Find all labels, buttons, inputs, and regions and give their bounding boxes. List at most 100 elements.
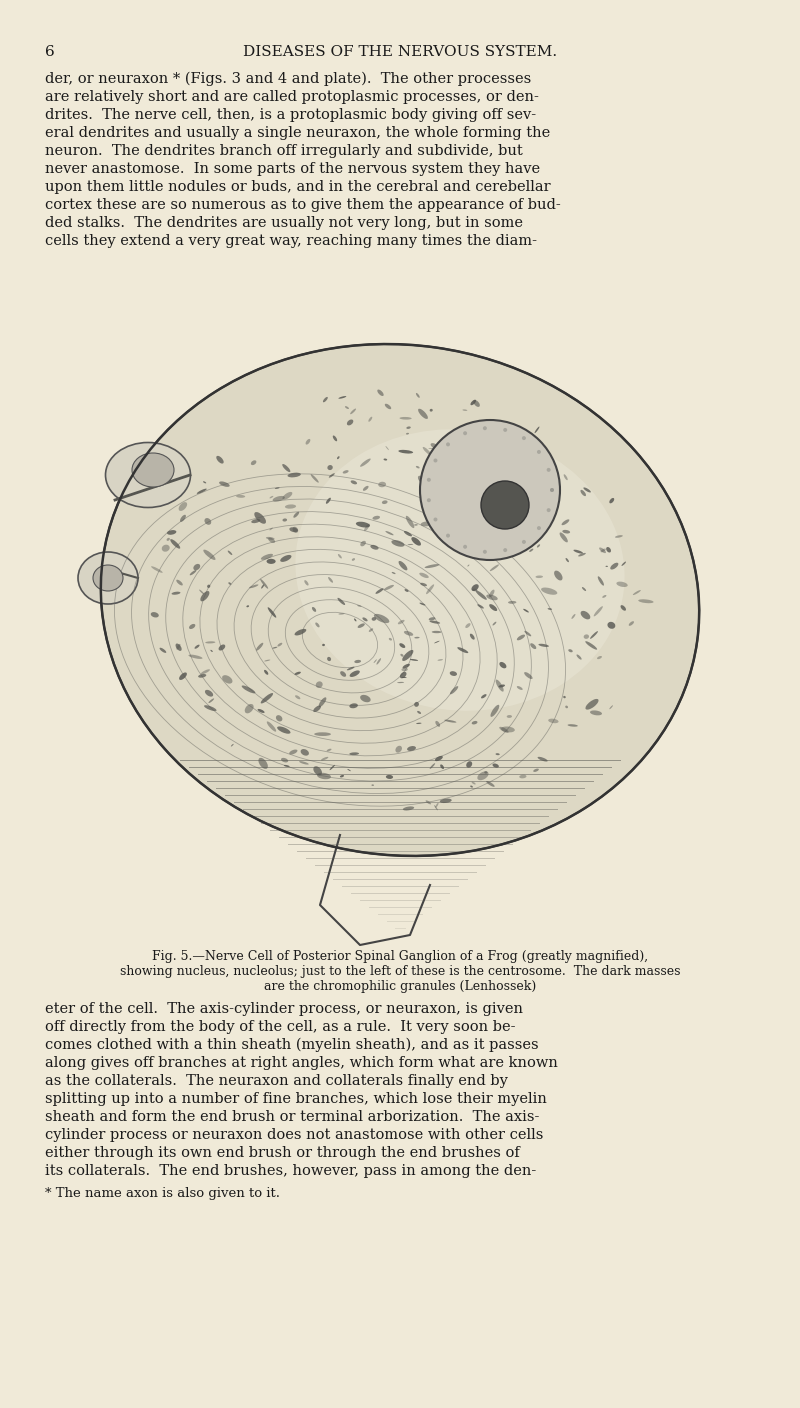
Ellipse shape [266,536,274,539]
Ellipse shape [621,605,626,611]
Ellipse shape [402,663,410,669]
Ellipse shape [546,467,550,472]
Ellipse shape [503,545,516,552]
Text: der, or neuraxon * (Figs. 3 and 4 and plate).  The other processes: der, or neuraxon * (Figs. 3 and 4 and pl… [45,72,531,86]
Text: 6: 6 [45,45,54,59]
Ellipse shape [511,538,520,551]
Ellipse shape [542,467,549,474]
Ellipse shape [483,427,487,431]
Ellipse shape [597,656,602,659]
Ellipse shape [633,590,641,596]
Ellipse shape [406,515,414,528]
Ellipse shape [414,524,418,525]
Ellipse shape [264,670,268,674]
Ellipse shape [406,432,409,435]
Ellipse shape [414,703,419,707]
Ellipse shape [132,453,174,487]
Text: showing nucleus, nucleolus; just to the left of these is the centrosome.  The da: showing nucleus, nucleolus; just to the … [120,964,680,979]
Ellipse shape [326,749,331,752]
Ellipse shape [484,772,487,773]
Ellipse shape [404,631,414,636]
Ellipse shape [373,515,380,520]
Ellipse shape [400,653,403,656]
Ellipse shape [478,604,484,608]
Ellipse shape [405,589,409,591]
Ellipse shape [301,749,309,756]
Ellipse shape [422,446,431,455]
Ellipse shape [534,510,538,513]
Ellipse shape [427,498,431,503]
Ellipse shape [434,641,440,643]
Ellipse shape [150,612,158,618]
Ellipse shape [398,560,407,570]
Ellipse shape [383,459,387,460]
Ellipse shape [159,648,166,653]
Ellipse shape [581,611,590,620]
Ellipse shape [340,672,346,677]
Ellipse shape [384,584,394,590]
Ellipse shape [369,628,373,632]
Ellipse shape [228,583,231,584]
Text: are relatively short and are called protoplasmic processes, or den-: are relatively short and are called prot… [45,90,539,104]
Ellipse shape [268,538,275,543]
Ellipse shape [584,635,589,639]
Ellipse shape [357,605,362,607]
Ellipse shape [258,708,265,712]
Ellipse shape [466,486,470,489]
Ellipse shape [517,521,520,525]
Ellipse shape [338,396,346,398]
Ellipse shape [543,446,546,449]
Ellipse shape [459,432,463,436]
Ellipse shape [537,545,540,548]
Ellipse shape [350,704,358,708]
Ellipse shape [228,551,232,555]
Ellipse shape [524,631,531,636]
Ellipse shape [444,719,457,722]
Ellipse shape [209,698,214,703]
Ellipse shape [206,641,215,643]
Ellipse shape [599,548,606,553]
Ellipse shape [176,580,182,586]
Ellipse shape [490,705,499,717]
Ellipse shape [266,721,276,732]
Ellipse shape [430,444,438,449]
Text: eter of the cell.  The axis-cylinder process, or neuraxon, is given: eter of the cell. The axis-cylinder proc… [45,1002,523,1017]
Ellipse shape [537,527,541,529]
Ellipse shape [544,453,547,458]
Ellipse shape [203,482,206,483]
Ellipse shape [586,698,598,710]
Ellipse shape [416,393,420,398]
Ellipse shape [330,765,335,770]
Ellipse shape [322,643,325,646]
Ellipse shape [522,436,526,441]
Ellipse shape [536,449,539,453]
Ellipse shape [382,500,387,504]
Ellipse shape [314,705,321,712]
Ellipse shape [411,536,421,546]
Ellipse shape [406,427,410,429]
Ellipse shape [434,448,437,452]
Ellipse shape [218,645,226,650]
Ellipse shape [281,758,288,762]
Text: drites.  The nerve cell, then, is a protoplasmic body giving off sev-: drites. The nerve cell, then, is a proto… [45,108,536,122]
Ellipse shape [282,518,287,521]
Ellipse shape [529,549,534,552]
Ellipse shape [470,786,473,787]
Ellipse shape [345,406,349,408]
Ellipse shape [268,607,276,618]
Text: sheath and form the end brush or terminal arborization.  The axis-: sheath and form the end brush or termina… [45,1110,539,1124]
Ellipse shape [216,456,224,463]
Text: cortex these are so numerous as to give them the appearance of bud-: cortex these are so numerous as to give … [45,199,561,213]
Ellipse shape [207,584,210,589]
Ellipse shape [199,590,204,594]
Ellipse shape [436,453,444,460]
Ellipse shape [470,634,474,639]
Text: off directly from the body of the cell, as a rule.  It very soon be-: off directly from the body of the cell, … [45,1019,515,1033]
Ellipse shape [222,676,233,684]
Ellipse shape [317,773,331,779]
Text: are the chromophilic granules (Lenhossek): are the chromophilic granules (Lenhossek… [264,980,536,993]
Ellipse shape [434,518,438,521]
Ellipse shape [418,476,430,487]
Text: cylinder process or neuraxon does not anastomose with other cells: cylinder process or neuraxon does not an… [45,1128,543,1142]
Ellipse shape [258,758,268,769]
